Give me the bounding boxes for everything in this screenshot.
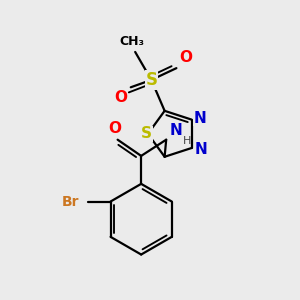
Text: O: O: [114, 90, 127, 105]
Text: S: S: [141, 126, 152, 141]
Text: CH₃: CH₃: [120, 35, 145, 48]
Text: O: O: [179, 50, 192, 65]
Text: H: H: [182, 136, 191, 146]
Text: Br: Br: [62, 194, 80, 208]
Text: N: N: [194, 111, 207, 126]
Text: S: S: [146, 71, 158, 89]
Text: N: N: [170, 123, 182, 138]
Text: N: N: [195, 142, 207, 157]
Text: O: O: [108, 121, 121, 136]
